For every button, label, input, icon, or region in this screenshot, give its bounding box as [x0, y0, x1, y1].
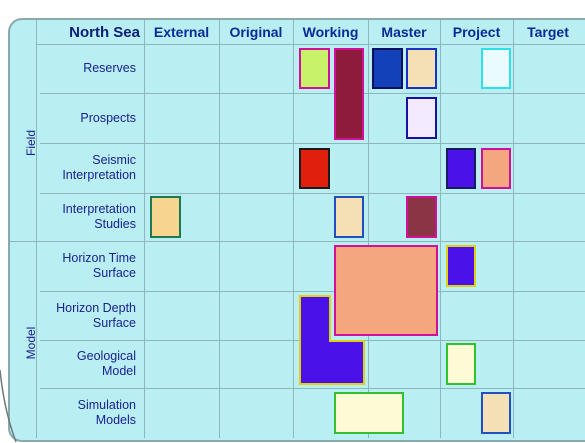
- row-label-line: Surface: [92, 266, 136, 280]
- row-label-line: Interpretation: [62, 168, 136, 182]
- block-reserves-master-beige: [406, 48, 437, 89]
- row-label-line: Prospects: [80, 110, 136, 125]
- block-geological-project-cream: [446, 343, 476, 385]
- row-label-line: Horizon Depth: [56, 300, 136, 315]
- block-horizon-time-project-violet: [446, 245, 476, 287]
- row-label-horizon-depth-surface: Horizon Depth Surface: [40, 291, 136, 340]
- row-label-interpretation-studies: Interpretation Studies: [40, 193, 136, 241]
- grid-line: [36, 44, 585, 45]
- block-prospects-master-lavender: [406, 97, 437, 139]
- block-studies-master-maroon: [406, 196, 437, 238]
- group-label-model: Model: [24, 326, 38, 360]
- block-depth-geological-violet-l: [299, 295, 365, 385]
- block-reserves-working-lime: [299, 48, 330, 89]
- row-label-line: Models: [95, 413, 136, 427]
- grid-line: [144, 20, 145, 438]
- grid-line: [293, 20, 294, 438]
- grid-line: [513, 20, 514, 438]
- block-studies-working-beige: [334, 196, 364, 238]
- block-simulation-project-beige: [481, 392, 511, 434]
- grid-line: [36, 20, 37, 438]
- block-seismic-working-red: [299, 148, 330, 189]
- block-seismic-project-salmon: [481, 148, 511, 189]
- block-simulation-working-cream: [334, 392, 404, 434]
- grid-line: [40, 143, 585, 144]
- block-reserves-master-blue: [372, 48, 403, 89]
- row-label-line: Interpretation: [62, 202, 136, 216]
- grid-line: [40, 388, 585, 389]
- block-studies-external-tan: [150, 196, 181, 238]
- block-reserves-project-aqua: [481, 48, 511, 89]
- grid-line: [40, 193, 585, 194]
- row-label-line: Studies: [94, 217, 136, 231]
- grid-line: [40, 291, 585, 292]
- column-header-project: Project: [452, 24, 501, 40]
- corner-header: North Sea: [69, 23, 140, 41]
- row-label-seismic-interpretation: Seismic Interpretation: [40, 143, 136, 193]
- grid-line: [10, 241, 585, 242]
- row-label-line: Seismic: [92, 153, 136, 167]
- row-label-reserves: Reserves: [40, 44, 136, 93]
- row-label-line: Surface: [92, 315, 136, 330]
- row-label-line: Horizon Time: [62, 251, 136, 265]
- grid-line: [219, 20, 220, 438]
- row-label-prospects: Prospects: [40, 93, 136, 143]
- group-label-field: Field: [24, 130, 38, 157]
- decorative-curve: [0, 369, 17, 443]
- column-header-target: Target: [527, 24, 569, 40]
- row-label-geological-model: Geological Model: [40, 340, 136, 388]
- block-horizon-large-salmon: [334, 245, 438, 336]
- row-label-simulation-models: Simulation Models: [40, 388, 136, 438]
- row-label-line: Model: [101, 364, 136, 378]
- block-working-maroon-tall: [334, 48, 364, 140]
- column-header-external: External: [153, 24, 210, 40]
- grid-line: [368, 20, 369, 438]
- row-label-line: Reserves: [83, 61, 136, 75]
- grid-line: [40, 93, 585, 94]
- column-header-original: Original: [229, 24, 283, 40]
- block-seismic-project-violet: [446, 148, 476, 189]
- grid-line: [440, 20, 441, 438]
- column-header-master: Master: [381, 24, 427, 40]
- row-label-line: Geological: [76, 349, 136, 363]
- row-label-horizon-time-surface: Horizon Time Surface: [40, 241, 136, 291]
- row-label-line: Simulation: [77, 398, 136, 412]
- column-header-working: Working: [302, 24, 359, 40]
